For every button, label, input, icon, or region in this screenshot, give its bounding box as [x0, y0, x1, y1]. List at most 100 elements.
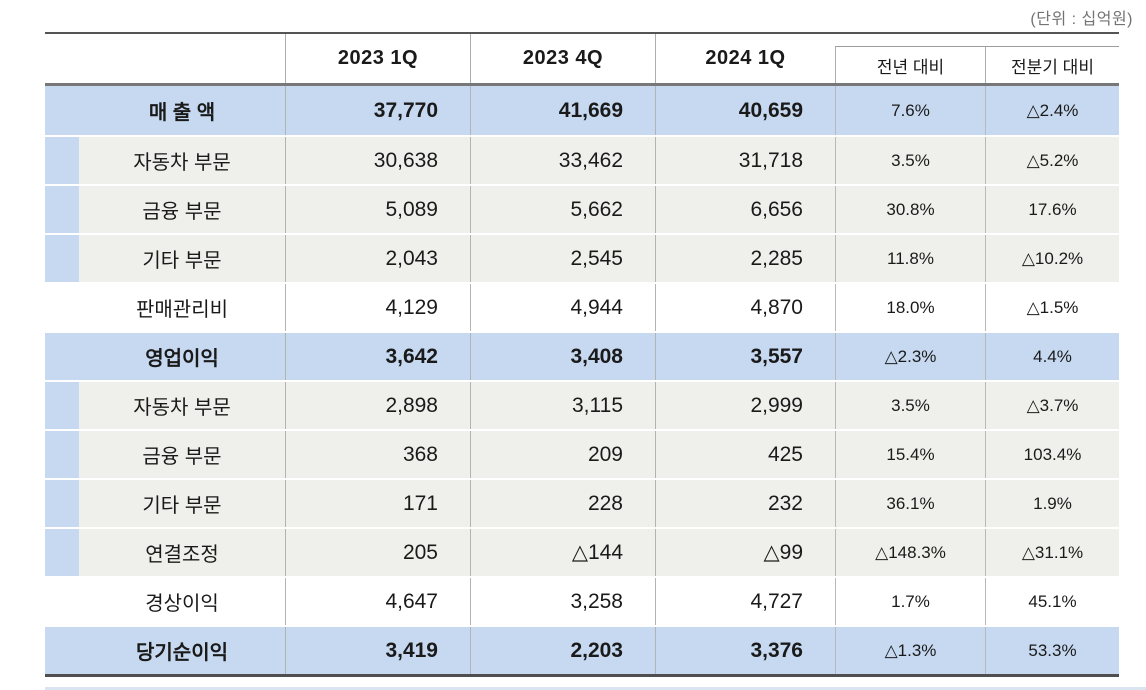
next-section-edge: [45, 687, 1146, 690]
value-cell: 228: [470, 480, 655, 527]
value-cell: 4,870: [655, 284, 835, 331]
value-cell: 2,545: [470, 235, 655, 282]
row-indent-strip: [45, 431, 79, 478]
value-cell: 2,285: [655, 235, 835, 282]
row-indent-strip: [45, 186, 79, 233]
qoq-cell: △3.7%: [985, 382, 1119, 429]
row-label-cell: 기타 부문: [45, 480, 285, 527]
value-cell: 31,718: [655, 137, 835, 184]
row-indent-strip: [45, 333, 79, 380]
value-cell: 2,043: [285, 235, 470, 282]
row-indent-strip: [45, 235, 79, 282]
yoy-cell: 18.0%: [835, 284, 985, 331]
value-cell: 209: [470, 431, 655, 478]
financial-table: 2023 1Q 2023 4Q 2024 1Q 전년 대비 전분기 대비 매 출 액 37…: [45, 32, 1119, 677]
row-indent-strip: [45, 529, 79, 576]
table-row: 자동차 부문 30,638 33,462 31,718 3.5% △5.2%: [45, 135, 1119, 184]
value-cell: 6,656: [655, 186, 835, 233]
row-label: 판매관리비: [136, 299, 228, 321]
yoy-cell: 7.6%: [835, 86, 985, 135]
header-2023-4q: 2023 4Q: [470, 34, 655, 83]
row-label: 영업이익: [79, 333, 285, 380]
row-label: 자동차 부문: [79, 382, 285, 429]
value-cell: 3,557: [655, 333, 835, 380]
value-cell: 41,669: [470, 86, 655, 135]
row-label: 당기순이익: [79, 627, 285, 674]
value-cell: 2,898: [285, 382, 470, 429]
row-label-cell: 매 출 액: [45, 86, 285, 135]
value-cell: 37,770: [285, 86, 470, 135]
yoy-cell: △1.3%: [835, 627, 985, 674]
row-label: 연결조정: [79, 529, 285, 576]
value-cell: 33,462: [470, 137, 655, 184]
row-indent-strip: [45, 137, 79, 184]
row-label-cell: 당기순이익: [45, 627, 285, 674]
value-cell: 3,376: [655, 627, 835, 674]
qoq-cell: 53.3%: [985, 627, 1119, 674]
value-cell: 205: [285, 529, 470, 576]
row-label: 경상이익: [145, 593, 219, 615]
value-cell: 3,642: [285, 333, 470, 380]
yoy-cell: 11.8%: [835, 235, 985, 282]
row-indent-strip: [45, 86, 79, 135]
yoy-cell: 3.5%: [835, 137, 985, 184]
row-label-cell: 자동차 부문: [45, 137, 285, 184]
table-row: 자동차 부문 2,898 3,115 2,999 3.5% △3.7%: [45, 380, 1119, 429]
row-label: 자동차 부문: [79, 137, 285, 184]
yoy-cell: 30.8%: [835, 186, 985, 233]
row-label-cell: 금융 부문: [45, 186, 285, 233]
qoq-cell: 45.1%: [985, 578, 1119, 625]
value-cell: 4,129: [285, 284, 470, 331]
value-cell: 5,662: [470, 186, 655, 233]
value-cell: 4,647: [285, 578, 470, 625]
qoq-cell: △10.2%: [985, 235, 1119, 282]
value-cell: 368: [285, 431, 470, 478]
table-row: 매 출 액 37,770 41,669 40,659 7.6% △2.4%: [45, 86, 1119, 135]
qoq-cell: △5.2%: [985, 137, 1119, 184]
qoq-cell: 103.4%: [985, 431, 1119, 478]
qoq-cell: 1.9%: [985, 480, 1119, 527]
unit-note: (단위 : 십억원): [1030, 11, 1133, 28]
table-row: 영업이익 3,642 3,408 3,557 △2.3% 4.4%: [45, 331, 1119, 380]
value-cell: 232: [655, 480, 835, 527]
row-label-cell: 금융 부문: [45, 431, 285, 478]
yoy-cell: 3.5%: [835, 382, 985, 429]
yoy-cell: 1.7%: [835, 578, 985, 625]
row-label: 금융 부문: [79, 431, 285, 478]
value-cell: 3,419: [285, 627, 470, 674]
row-label-cell: 판매관리비: [45, 284, 285, 331]
value-cell: 40,659: [655, 86, 835, 135]
table-row: 기타 부문 171 228 232 36.1% 1.9%: [45, 478, 1119, 527]
table-header-row: 2023 1Q 2023 4Q 2024 1Q 전년 대비 전분기 대비: [45, 34, 1119, 86]
table-row: 기타 부문 2,043 2,545 2,285 11.8% △10.2%: [45, 233, 1119, 282]
qoq-cell: △2.4%: [985, 86, 1119, 135]
value-cell: 171: [285, 480, 470, 527]
yoy-cell: 15.4%: [835, 431, 985, 478]
table-row: 금융 부문 5,089 5,662 6,656 30.8% 17.6%: [45, 184, 1119, 233]
row-label: 기타 부문: [79, 480, 285, 527]
row-label-cell: 연결조정: [45, 529, 285, 576]
header-2024-1q: 2024 1Q: [655, 34, 835, 83]
row-label: 기타 부문: [79, 235, 285, 282]
value-cell: 5,089: [285, 186, 470, 233]
row-label-cell: 자동차 부문: [45, 382, 285, 429]
row-indent-strip: [45, 480, 79, 527]
header-yoy: 전년 대비: [835, 46, 985, 83]
value-cell: 3,408: [470, 333, 655, 380]
row-label: 매 출 액: [79, 86, 285, 135]
yoy-cell: 36.1%: [835, 480, 985, 527]
value-cell: 425: [655, 431, 835, 478]
value-cell: 30,638: [285, 137, 470, 184]
value-cell: 4,944: [470, 284, 655, 331]
value-cell: 2,203: [470, 627, 655, 674]
yoy-cell: △148.3%: [835, 529, 985, 576]
yoy-cell: △2.3%: [835, 333, 985, 380]
row-label-cell: 경상이익: [45, 578, 285, 625]
table-row: 경상이익 4,647 3,258 4,727 1.7% 45.1%: [45, 576, 1119, 625]
header-empty: [45, 34, 285, 83]
qoq-cell: △1.5%: [985, 284, 1119, 331]
row-label-cell: 기타 부문: [45, 235, 285, 282]
value-cell: △99: [655, 529, 835, 576]
value-cell: 2,999: [655, 382, 835, 429]
value-cell: 4,727: [655, 578, 835, 625]
